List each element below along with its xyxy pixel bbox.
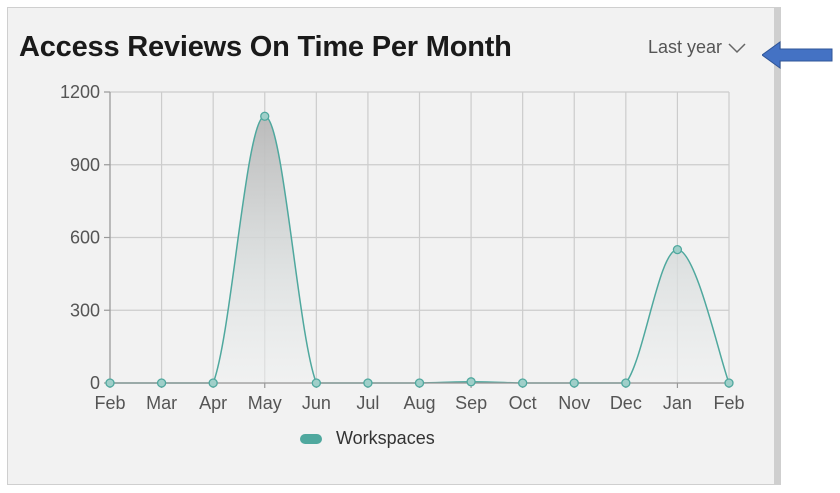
data-points bbox=[105, 111, 734, 388]
data-point-oct[interactable] bbox=[518, 378, 528, 388]
x-tick-label: Jun bbox=[302, 393, 331, 413]
x-tick-label: May bbox=[248, 393, 282, 413]
data-point-mar[interactable] bbox=[156, 378, 167, 388]
data-point-feb[interactable] bbox=[724, 378, 734, 388]
y-axis-labels: 0 300 600 900 1200 bbox=[60, 82, 100, 393]
data-point-aug[interactable] bbox=[414, 378, 425, 388]
chevron-down-icon bbox=[728, 42, 746, 53]
x-tick-label: Jan bbox=[663, 393, 692, 413]
x-tick-label: Nov bbox=[558, 393, 590, 413]
x-tick-label: Sep bbox=[455, 393, 487, 413]
chart-title: Access Reviews On Time Per Month bbox=[19, 31, 512, 63]
time-range-label: Last year bbox=[648, 37, 723, 57]
x-tick-label: Jul bbox=[356, 393, 379, 413]
x-tick-label: Oct bbox=[509, 393, 537, 413]
data-point-dec[interactable] bbox=[621, 378, 631, 388]
chart-card bbox=[7, 7, 777, 485]
x-tick-label: Apr bbox=[199, 393, 227, 413]
y-tick-label: 300 bbox=[70, 300, 100, 320]
x-tick-label: Aug bbox=[403, 393, 435, 413]
legend-swatch bbox=[300, 433, 322, 444]
y-tick-label: 0 bbox=[90, 373, 100, 393]
data-point-jun[interactable] bbox=[311, 378, 321, 388]
data-point-nov[interactable] bbox=[569, 378, 579, 388]
x-tick-label: Mar bbox=[146, 393, 177, 413]
data-point-apr[interactable] bbox=[208, 378, 218, 388]
x-tick-label: Feb bbox=[94, 393, 125, 413]
data-point-sep[interactable] bbox=[466, 377, 476, 387]
x-axis-labels: Feb Mar Apr May Jun Jul Aug Sep Oct Nov Dec Jan Feb bbox=[94, 393, 744, 413]
y-tick-label: 900 bbox=[70, 155, 100, 175]
time-range-dropdown[interactable]: Last year bbox=[648, 37, 746, 58]
data-point-feb[interactable] bbox=[105, 378, 115, 388]
x-tick-label: Dec bbox=[610, 393, 642, 413]
left-arrow-icon bbox=[762, 41, 833, 69]
grid bbox=[109, 91, 730, 384]
data-point-may[interactable] bbox=[260, 111, 270, 121]
data-point-jan[interactable] bbox=[672, 244, 683, 255]
y-tick-label: 600 bbox=[70, 228, 100, 248]
legend: Workspaces bbox=[300, 428, 435, 449]
y-tick-label: 1200 bbox=[60, 82, 100, 102]
legend-label: Workspaces bbox=[336, 428, 435, 448]
area-fill bbox=[110, 116, 729, 383]
scrollbar[interactable] bbox=[774, 7, 781, 485]
data-point-jul[interactable] bbox=[363, 378, 373, 388]
axes bbox=[104, 91, 730, 388]
x-tick-label: Feb bbox=[713, 393, 744, 413]
